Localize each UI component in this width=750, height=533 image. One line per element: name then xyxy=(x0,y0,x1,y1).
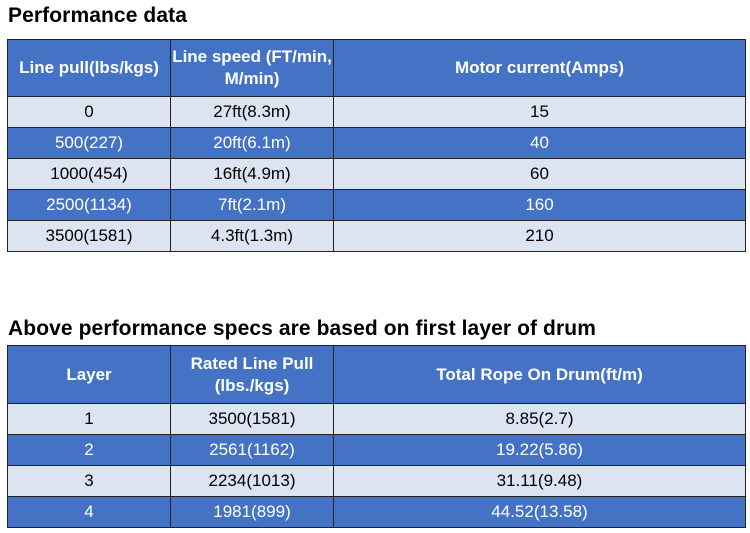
table-row: 3 2234(1013) 31.11(9.48) xyxy=(7,465,746,497)
cell-layer: 3 xyxy=(7,465,171,497)
column-header-motor-current: Motor current(Amps) xyxy=(333,39,746,97)
cell-total-rope: 19.22(5.86) xyxy=(333,434,746,466)
cell-motor-current: 60 xyxy=(333,158,746,190)
cell-line-speed: 20ft(6.1m) xyxy=(170,127,334,159)
cell-motor-current: 160 xyxy=(333,189,746,221)
cell-motor-current: 40 xyxy=(333,127,746,159)
table-row: 500(227) 20ft(6.1m) 40 xyxy=(7,127,746,159)
cell-line-speed: 7ft(2.1m) xyxy=(170,189,334,221)
cell-line-pull: 1000(454) xyxy=(7,158,171,190)
cell-rated-line-pull: 2234(1013) xyxy=(170,465,334,497)
cell-line-speed: 16ft(4.9m) xyxy=(170,158,334,190)
drum-layer-table: Layer Rated Line Pull (lbs./kgs) Total R… xyxy=(7,345,746,528)
cell-line-pull: 0 xyxy=(7,96,171,128)
table-row: 1 3500(1581) 8.85(2.7) xyxy=(7,403,746,435)
table-row: 2 2561(1162) 19.22(5.86) xyxy=(7,434,746,466)
cell-layer: 1 xyxy=(7,403,171,435)
cell-line-speed: 27ft(8.3m) xyxy=(170,96,334,128)
column-header-rated-line-pull: Rated Line Pull (lbs./kgs) xyxy=(170,345,334,404)
cell-rated-line-pull: 2561(1162) xyxy=(170,434,334,466)
column-header-total-rope: Total Rope On Drum(ft/m) xyxy=(333,345,746,404)
cell-rated-line-pull: 1981(899) xyxy=(170,496,334,528)
layer-note-title: Above performance specs are based on fir… xyxy=(8,317,596,340)
cell-layer: 4 xyxy=(7,496,171,528)
table-row: 4 1981(899) 44.52(13.58) xyxy=(7,496,746,528)
column-header-line-speed: Line speed (FT/min, M/min) xyxy=(170,39,334,97)
table-header-row: Line pull(lbs/kgs) Line speed (FT/min, M… xyxy=(7,39,746,97)
cell-line-pull: 2500(1134) xyxy=(7,189,171,221)
table-row: 3500(1581) 4.3ft(1.3m) 210 xyxy=(7,220,746,252)
table-row: 1000(454) 16ft(4.9m) 60 xyxy=(7,158,746,190)
cell-line-pull: 3500(1581) xyxy=(7,220,171,252)
cell-motor-current: 210 xyxy=(333,220,746,252)
cell-total-rope: 44.52(13.58) xyxy=(333,496,746,528)
cell-layer: 2 xyxy=(7,434,171,466)
table-header-row: Layer Rated Line Pull (lbs./kgs) Total R… xyxy=(7,345,746,404)
cell-total-rope: 8.85(2.7) xyxy=(333,403,746,435)
cell-line-speed: 4.3ft(1.3m) xyxy=(170,220,334,252)
table-row: 0 27ft(8.3m) 15 xyxy=(7,96,746,128)
column-header-line-pull: Line pull(lbs/kgs) xyxy=(7,39,171,97)
cell-rated-line-pull: 3500(1581) xyxy=(170,403,334,435)
performance-table: Line pull(lbs/kgs) Line speed (FT/min, M… xyxy=(7,39,746,252)
cell-line-pull: 500(227) xyxy=(7,127,171,159)
column-header-layer: Layer xyxy=(7,345,171,404)
cell-total-rope: 31.11(9.48) xyxy=(333,465,746,497)
table-row: 2500(1134) 7ft(2.1m) 160 xyxy=(7,189,746,221)
cell-motor-current: 15 xyxy=(333,96,746,128)
performance-title: Performance data xyxy=(8,4,188,27)
